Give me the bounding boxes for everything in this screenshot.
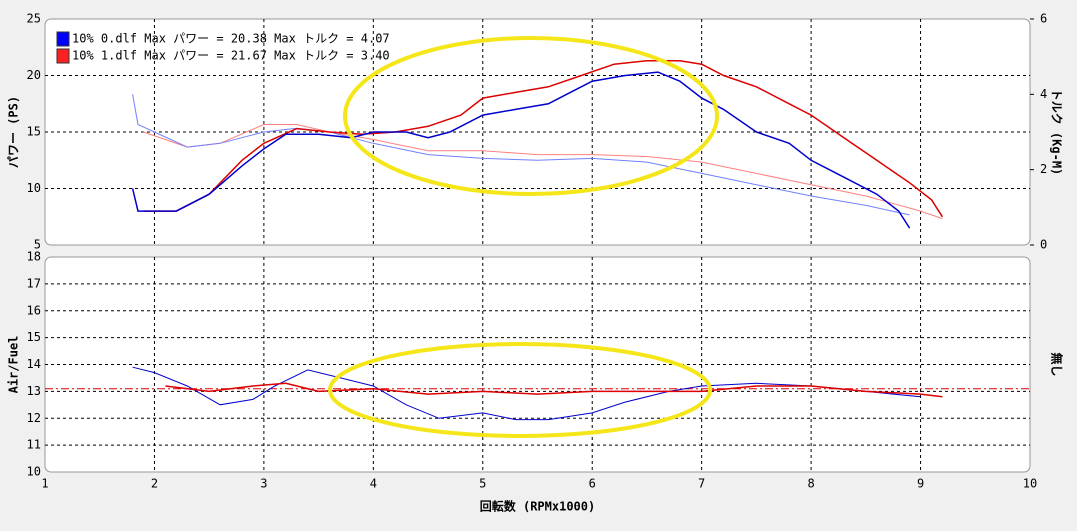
highlight-ellipse — [328, 342, 712, 438]
y-tick-label: 10 — [27, 181, 41, 195]
series-line — [143, 60, 944, 218]
y-tick-label: 15 — [27, 330, 41, 344]
legend-swatch — [56, 48, 70, 64]
series-line — [165, 382, 943, 398]
y2-tick-label: 0 — [1040, 238, 1047, 252]
x-tick-label: 7 — [698, 477, 705, 491]
y2-tick-label: 6 — [1040, 12, 1047, 26]
x-tick-label: 9 — [917, 477, 924, 491]
y-tick-label: 15 — [27, 125, 41, 139]
x-tick-label: 3 — [260, 477, 267, 491]
x-tick-label: 6 — [589, 477, 596, 491]
y-tick-label: 11 — [27, 438, 41, 452]
y-tick-label: 5 — [34, 238, 41, 252]
y-tick-label: 10 — [27, 465, 41, 479]
y-tick-label: 16 — [27, 303, 41, 317]
x-axis-label: 回転数 (RPMx1000) — [480, 499, 595, 514]
series-line — [131, 71, 911, 229]
highlight-ellipse — [343, 36, 719, 196]
y2-tick-label: 2 — [1040, 162, 1047, 176]
y2-axis-label: 無し — [1050, 352, 1065, 376]
y-tick-label: 20 — [27, 68, 41, 82]
y-tick-label: 25 — [27, 12, 41, 26]
y-tick-label: 13 — [27, 384, 41, 398]
x-tick-label: 5 — [479, 477, 486, 491]
series-line — [132, 94, 910, 216]
x-tick-label: 4 — [370, 477, 377, 491]
x-tick-label: 8 — [807, 477, 814, 491]
x-tick-label: 10 — [1023, 477, 1037, 491]
series-line — [132, 366, 921, 421]
y-axis-label: パワー (PS) — [7, 96, 21, 168]
y2-axis-label: トルク (Kg-M) — [1050, 89, 1064, 176]
legend-label: 10% 1.dlf Max パワー = 21.67 Max トルク = 3.40 — [72, 49, 390, 63]
x-tick-label: 2 — [151, 477, 158, 491]
series-line — [143, 124, 943, 220]
y-tick-label: 12 — [27, 411, 41, 425]
legend-label: 10% 0.dlf Max パワー = 20.38 Max トルク = 4.07 — [72, 32, 390, 46]
legend-swatch — [56, 31, 70, 47]
x-tick-label: 1 — [41, 477, 48, 491]
y2-tick-label: 4 — [1040, 87, 1047, 101]
y-axis-label: Air/Fuel — [7, 336, 21, 394]
y-tick-label: 17 — [27, 276, 41, 290]
y-tick-label: 18 — [27, 250, 41, 264]
y-tick-label: 14 — [27, 357, 41, 371]
